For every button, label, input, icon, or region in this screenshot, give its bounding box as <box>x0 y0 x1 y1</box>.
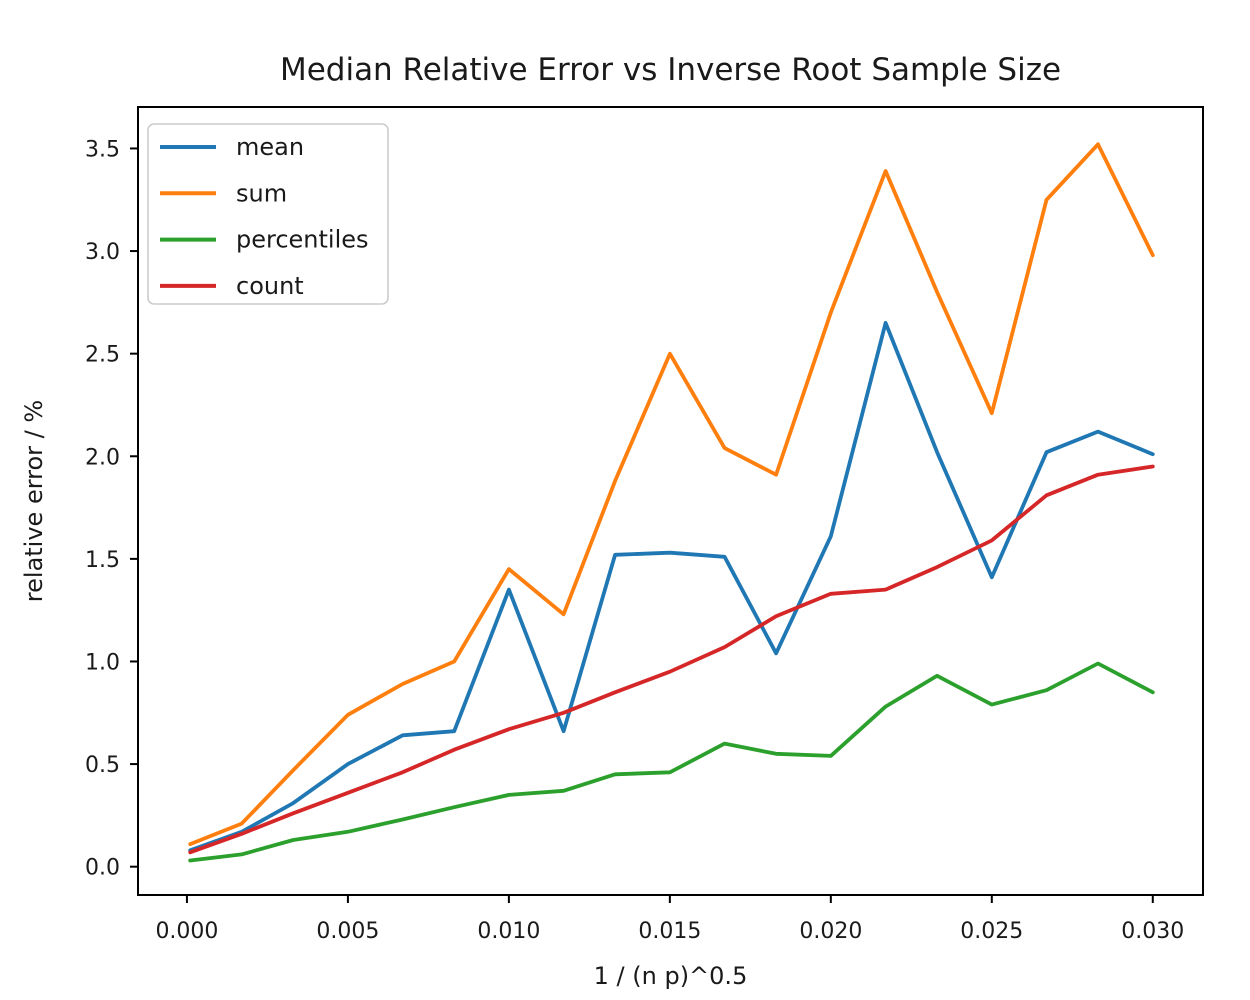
y-tick-label: 3.0 <box>85 240 120 265</box>
series-line-percentiles <box>188 661 1155 863</box>
series-line-sum <box>188 142 1155 846</box>
x-tick-label: 0.030 <box>1121 919 1184 944</box>
y-tick-label: 2.0 <box>85 445 120 470</box>
y-tick-label: 1.0 <box>85 650 120 675</box>
y-tick-label: 3.5 <box>85 137 120 162</box>
x-tick-label: 0.005 <box>316 919 379 944</box>
x-axis-label: 1 / (n p)^0.5 <box>594 962 748 990</box>
legend-label-mean: mean <box>236 133 304 161</box>
axes-frame <box>137 106 1204 896</box>
y-tick-label: 0.0 <box>85 856 120 881</box>
legend-label-count: count <box>236 272 304 300</box>
legend-label-sum: sum <box>236 179 287 207</box>
y-tick-label: 1.5 <box>85 548 120 573</box>
y-tick-label: 0.5 <box>85 753 120 778</box>
y-axis-label: relative error / % <box>20 400 48 602</box>
series-line-mean <box>188 321 1155 853</box>
x-tick-label: 0.010 <box>477 919 540 944</box>
legend-label-percentiles: percentiles <box>236 226 369 254</box>
y-tick-label: 2.5 <box>85 343 120 368</box>
x-tick-label: 0.020 <box>799 919 862 944</box>
chart-title: Median Relative Error vs Inverse Root Sa… <box>280 52 1061 88</box>
x-tick-label: 0.000 <box>155 919 218 944</box>
x-tick-label: 0.015 <box>638 919 701 944</box>
series-line-count <box>188 464 1155 855</box>
legend-box <box>147 123 389 305</box>
x-tick-label: 0.025 <box>960 919 1023 944</box>
